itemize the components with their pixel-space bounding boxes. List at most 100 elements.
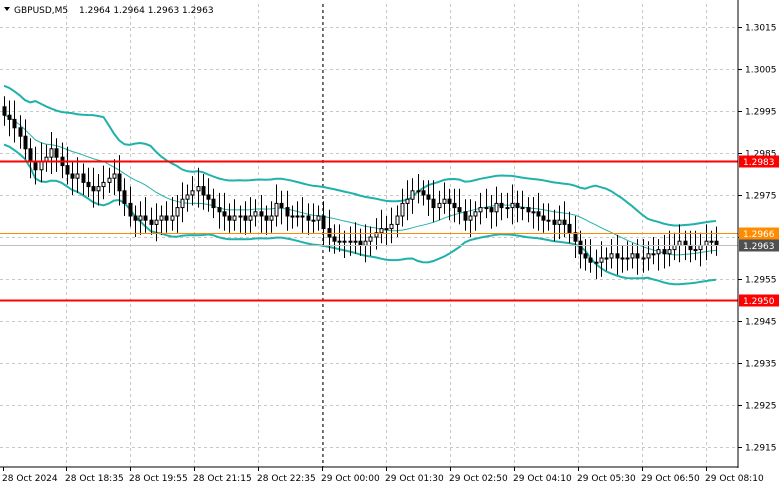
candle-body-bull	[510, 202, 515, 209]
price-tick-label: 1.2985	[745, 150, 777, 160]
candle-body-bear	[447, 198, 452, 204]
candle-body-bull	[363, 240, 368, 246]
candle-body-bear	[222, 211, 227, 217]
candle-body-bear	[91, 186, 96, 192]
candle-body-bull	[599, 257, 604, 263]
candle-body-bear	[117, 173, 122, 192]
time-tick-label: 29 Oct 08:10	[705, 474, 764, 484]
candle-body-bull	[368, 236, 373, 242]
candle-body-bear	[327, 228, 332, 238]
candle-body-bear	[578, 240, 583, 255]
candles	[2, 96, 719, 279]
candle-body-bear	[217, 207, 222, 213]
price-tick-label: 1.2955	[745, 276, 777, 286]
candle-body-bull	[693, 249, 698, 252]
candle-body-bear	[128, 202, 133, 217]
candle-body-bull	[290, 215, 295, 218]
candle-body-bull	[641, 257, 646, 260]
candle-body-bull	[180, 198, 185, 209]
time-tick-label: 28 Oct 18:35	[65, 474, 124, 484]
candle-body-bear	[285, 207, 290, 217]
candle-body-bear	[201, 186, 206, 196]
candle-body-bear	[18, 127, 23, 137]
candle-body-bull	[505, 207, 510, 210]
candle-body-bull	[630, 253, 635, 259]
chart-header: GBPUSD,M5 1.2964 1.2964 1.2963 1.2963	[4, 6, 214, 16]
candle-body-bull	[389, 223, 394, 230]
level-tag-bg	[739, 155, 779, 168]
symbol-label: GBPUSD,M5	[14, 6, 68, 16]
candle-body-bear	[28, 148, 33, 162]
candle-body-bear	[259, 211, 264, 217]
middle-band-line	[3, 114, 717, 256]
candle-body-bull	[625, 257, 630, 260]
candle-body-bull	[609, 253, 614, 259]
time-axis[interactable]: 28 Oct 2024 28 Oct 18:35 28 Oct 19:55 28 Oc…	[2, 467, 764, 484]
candle-body-bull	[75, 173, 80, 179]
time-tick-label: 28 Oct 19:55	[129, 474, 188, 484]
price-tag-label: 1.2963	[743, 242, 775, 252]
candle-body-bull	[96, 186, 101, 192]
candle-body-bear	[426, 194, 431, 200]
candle-body-bull	[107, 177, 112, 183]
candle-body-bull	[295, 215, 300, 218]
candle-body-bull	[442, 198, 447, 204]
candle-body-bull	[531, 211, 536, 214]
candle-body-bear	[211, 198, 216, 209]
candle-body-bull	[416, 190, 421, 193]
candle-body-bull	[557, 219, 562, 225]
candle-body-bear	[7, 114, 12, 120]
candle-body-bear	[264, 215, 269, 221]
candle-body-bull	[374, 232, 379, 238]
candle-body-bull	[620, 257, 625, 260]
candle-body-bear	[243, 215, 248, 221]
candle-body-bear	[279, 202, 284, 209]
candle-body-bear	[2, 106, 7, 116]
candle-body-bull	[468, 215, 473, 221]
candle-body-bull	[311, 219, 316, 222]
time-tick-label: 29 Oct 02:50	[449, 474, 508, 484]
candle-body-bear	[526, 207, 531, 213]
price-tick-label: 1.2975	[745, 192, 777, 202]
candle-body-bull	[410, 190, 415, 200]
candle-body-bull	[49, 148, 54, 158]
candle-body-bull	[170, 215, 175, 221]
candle-body-bear	[688, 244, 693, 251]
candle-body-bear	[562, 219, 567, 225]
candle-body-bear	[86, 181, 91, 188]
price-tick-label: 1.2995	[745, 108, 777, 118]
candle-body-bull	[672, 244, 677, 251]
time-tick-label: 29 Oct 04:10	[513, 474, 572, 484]
candle-body-bull	[478, 207, 483, 213]
candle-body-bull	[253, 211, 258, 217]
ohlc-readout: 1.2964 1.2964 1.2963 1.2963	[79, 6, 214, 16]
candle-body-bear	[567, 223, 572, 234]
candle-body-bear	[143, 215, 148, 221]
candle-body-bear	[33, 160, 38, 171]
price-tick-label: 1.3015	[745, 24, 777, 34]
dropdown-triangle-icon[interactable]	[4, 7, 10, 11]
price-tick-label: 1.2935	[745, 360, 777, 370]
candle-body-bull	[175, 207, 180, 217]
price-tick-label: 1.2925	[745, 402, 777, 412]
horizontal-levels[interactable]	[0, 160, 738, 302]
candle-body-bear	[588, 257, 593, 263]
candle-body-bear	[321, 215, 326, 230]
candle-body-bear	[306, 215, 311, 221]
time-tick-label: 29 Oct 00:00	[321, 474, 380, 484]
price-tag-bg	[739, 239, 779, 252]
candle-body-bull	[667, 249, 672, 255]
time-tick-label: 28 Oct 22:35	[257, 474, 316, 484]
candle-body-bear	[515, 202, 520, 209]
candle-body-bull	[677, 240, 682, 246]
candle-body-bull	[300, 215, 305, 218]
candle-body-bull	[604, 257, 609, 260]
candle-body-bear	[54, 148, 59, 158]
candle-body-bull	[437, 202, 442, 209]
candle-body-bull	[238, 215, 243, 218]
candle-body-bull	[269, 215, 274, 221]
candle-body-bull	[473, 211, 478, 217]
candle-body-bull	[379, 228, 384, 234]
candle-body-bear	[463, 211, 468, 221]
